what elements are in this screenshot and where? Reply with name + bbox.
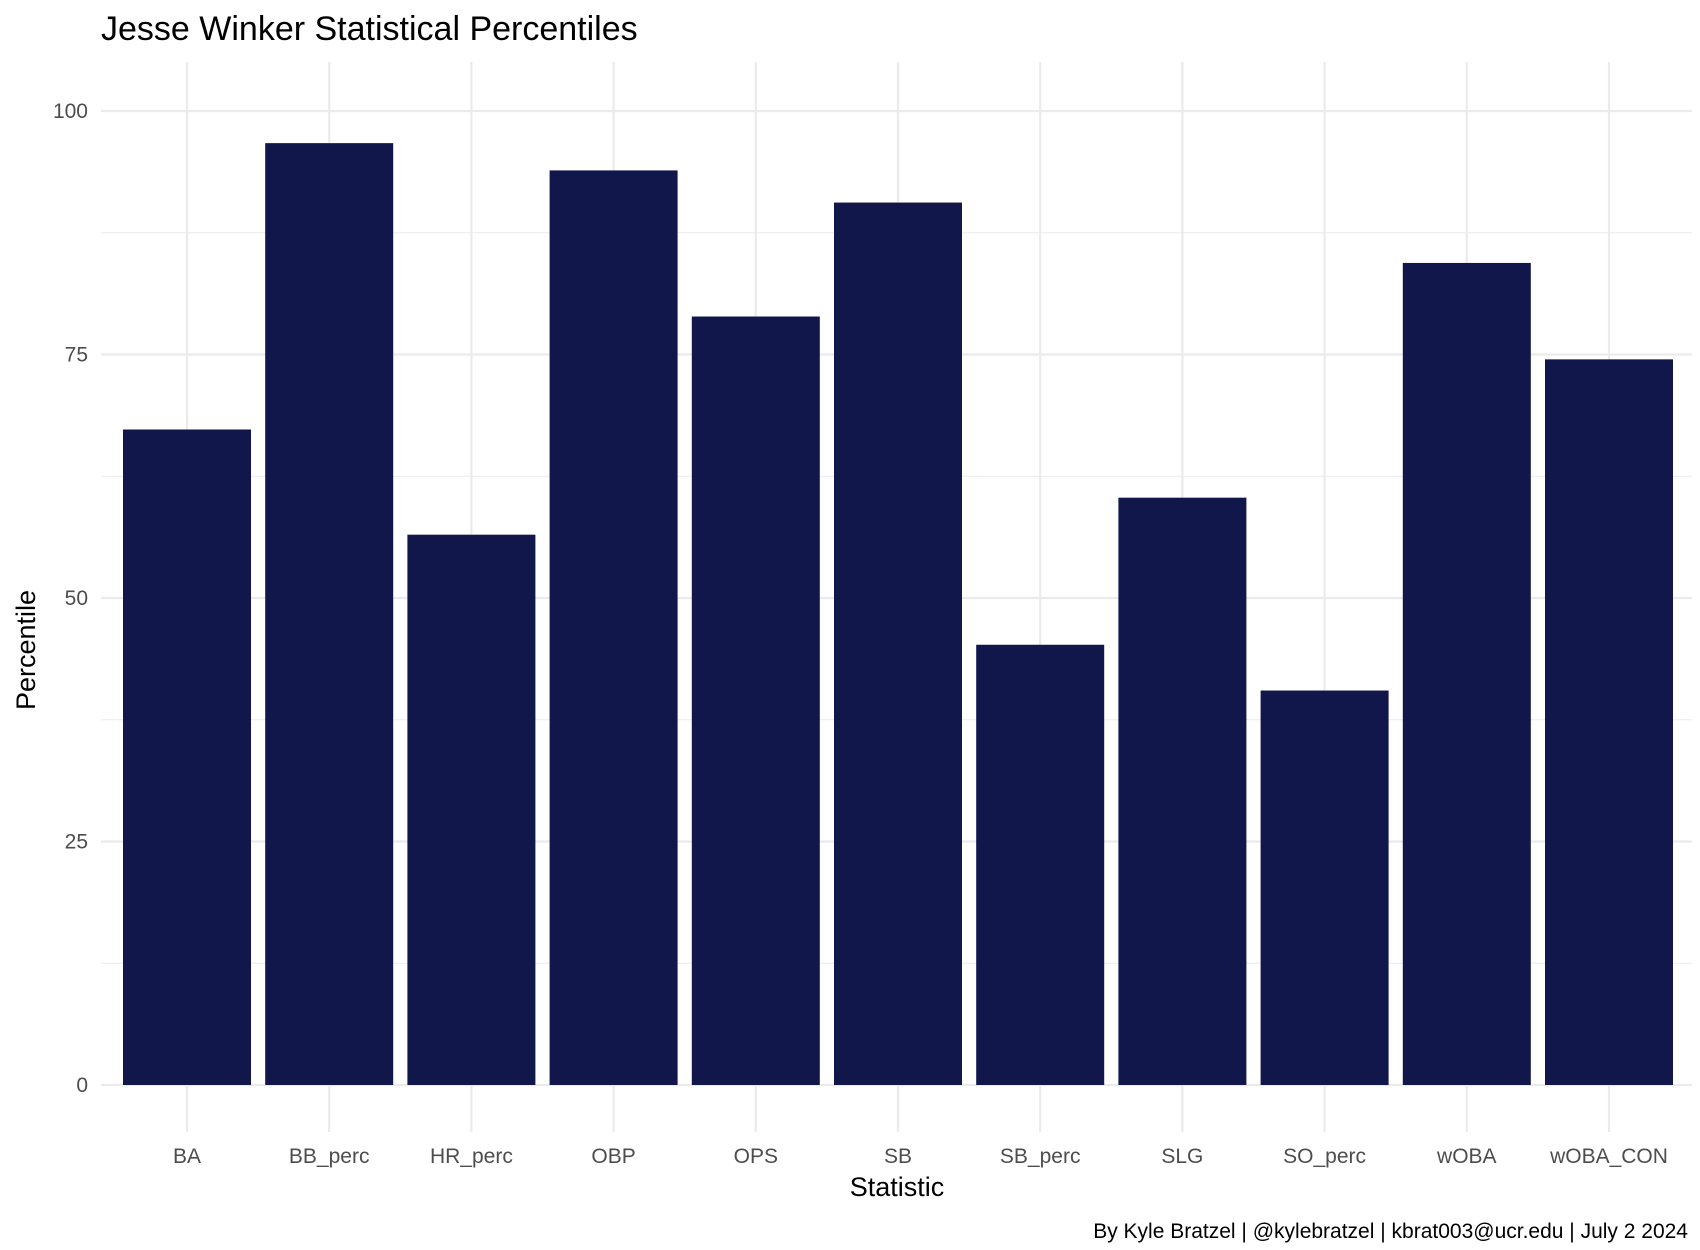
x-tick-label: wOBA [1436,1145,1497,1168]
chart-title: Jesse Winker Statistical Percentiles [101,10,638,48]
x-tick-label: SO_perc [1283,1145,1366,1168]
y-axis-title: Percentile [11,590,41,710]
bar [834,203,962,1085]
bar [1403,263,1531,1085]
bar [976,645,1104,1085]
bar [123,429,251,1085]
y-axis-ticks: 0 25 50 75 100 [53,100,88,1097]
bar [265,143,393,1085]
x-tick-label: OBP [591,1145,635,1168]
y-tick-label: 0 [76,1074,88,1097]
bars [123,143,1673,1085]
x-axis-ticks: BA BB_perc HR_perc OBP OPS SB SB_perc SLG SO_per… [173,1145,1668,1168]
x-axis-title: Statistic [850,1172,945,1202]
bar [1261,691,1389,1085]
y-tick-label: 25 [65,831,88,854]
bar [407,535,535,1085]
chart-caption: By Kyle Bratzel | @kylebratzel | kbrat00… [1093,1220,1688,1243]
y-tick-label: 75 [65,344,88,367]
bar [1545,359,1673,1085]
y-tick-label: 100 [53,100,88,123]
x-tick-label: wOBA_CON [1549,1145,1668,1168]
x-tick-label: HR_perc [430,1145,513,1168]
x-tick-label: SLG [1161,1145,1203,1168]
x-tick-label: SB_perc [1000,1145,1081,1168]
y-tick-label: 50 [65,587,88,610]
bar [550,170,678,1085]
x-tick-label: BA [173,1145,201,1168]
bar [692,317,820,1085]
bar [1118,498,1246,1085]
x-tick-label: SB [884,1145,912,1168]
x-tick-label: BB_perc [289,1145,370,1168]
x-tick-label: OPS [734,1145,778,1168]
